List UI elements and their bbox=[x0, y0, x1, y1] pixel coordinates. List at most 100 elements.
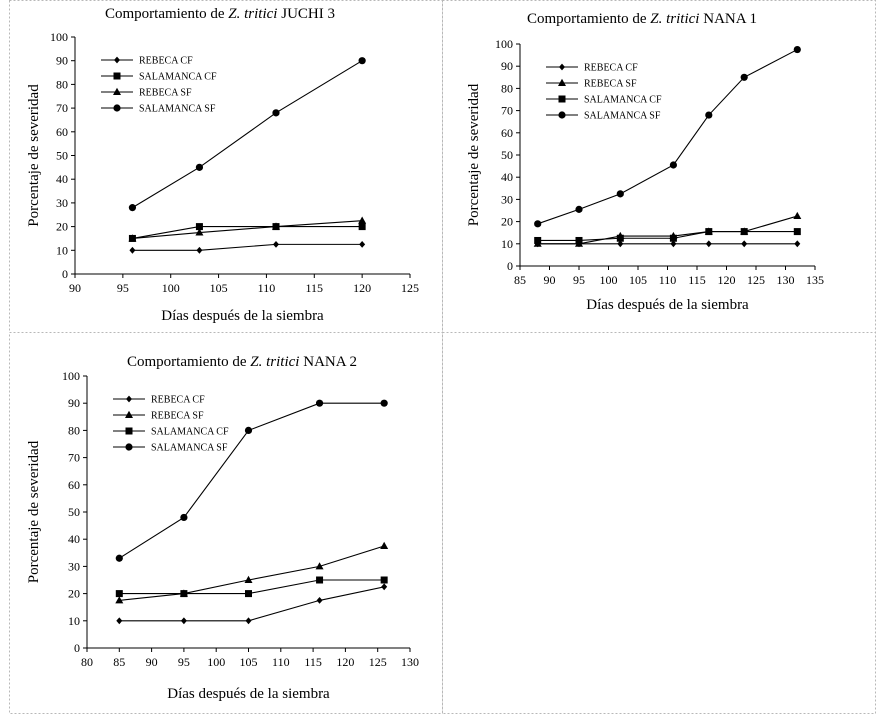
y-tick-label: 0 bbox=[507, 259, 513, 273]
series-rebeca-cf bbox=[129, 240, 366, 254]
y-tick-label: 100 bbox=[62, 369, 80, 383]
x-tick-label: 115 bbox=[688, 273, 706, 287]
legend-label: SALAMANCA CF bbox=[584, 95, 662, 106]
data-point bbox=[180, 617, 187, 625]
data-point bbox=[741, 240, 748, 248]
data-point bbox=[793, 211, 802, 220]
data-point bbox=[705, 111, 713, 119]
y-tick-label: 20 bbox=[56, 220, 68, 234]
data-point bbox=[180, 513, 188, 522]
y-tick-label: 80 bbox=[501, 81, 513, 95]
series-salamanca-cf bbox=[534, 228, 801, 244]
data-point bbox=[358, 216, 367, 224]
x-tick-label: 135 bbox=[806, 273, 824, 287]
legend-label: SALAMANCA SF bbox=[139, 104, 216, 115]
data-point bbox=[272, 222, 280, 230]
y-tick-label: 70 bbox=[68, 451, 80, 465]
legend-marker bbox=[558, 78, 566, 86]
legend-marker bbox=[558, 111, 566, 119]
cell-border-bottom-right bbox=[442, 332, 876, 714]
y-tick-label: 70 bbox=[56, 101, 68, 115]
y-tick-label: 60 bbox=[68, 478, 80, 492]
y-tick-label: 10 bbox=[501, 237, 513, 251]
x-tick-label: 80 bbox=[81, 655, 93, 669]
x-tick-label: 125 bbox=[401, 281, 419, 295]
series-line bbox=[132, 243, 363, 251]
x-tick-label: 105 bbox=[629, 273, 647, 287]
legend: REBECA CF REBECA SF SALAMANCA CF SALAMANCA … bbox=[113, 395, 229, 454]
legend-label: REBECA SF bbox=[139, 88, 192, 99]
legend-marker bbox=[113, 104, 121, 112]
data-point bbox=[180, 590, 188, 598]
x-tick-label: 85 bbox=[113, 655, 125, 669]
x-tick-label: 120 bbox=[353, 281, 371, 295]
data-point bbox=[315, 399, 324, 407]
x-tick-label: 110 bbox=[659, 273, 677, 287]
data-point bbox=[793, 45, 801, 54]
legend-marker bbox=[125, 410, 133, 418]
data-point bbox=[128, 204, 137, 212]
y-tick-label: 30 bbox=[56, 196, 68, 210]
data-point bbox=[115, 590, 123, 598]
data-point bbox=[244, 426, 253, 434]
y-tick-label: 70 bbox=[501, 104, 513, 118]
y-tick-label: 90 bbox=[56, 54, 68, 68]
data-point bbox=[669, 161, 678, 169]
x-tick-label: 90 bbox=[69, 281, 81, 295]
legend-label: REBECA CF bbox=[139, 56, 193, 67]
data-point bbox=[575, 205, 583, 213]
data-point bbox=[359, 240, 366, 248]
chart-2: Comportamiento de Z. tritici NANA 1 0 10 20… bbox=[466, 11, 824, 313]
x-tick-label: 95 bbox=[117, 281, 129, 295]
y-axis-label: Porcentaje de severidad bbox=[26, 440, 42, 583]
data-point bbox=[115, 554, 123, 562]
x-tick-label: 95 bbox=[573, 273, 585, 287]
series-salamanca-cf bbox=[115, 576, 388, 598]
data-point bbox=[115, 596, 124, 604]
legend-marker bbox=[125, 427, 133, 435]
data-point bbox=[116, 617, 123, 625]
y-tick-label: 10 bbox=[68, 614, 80, 628]
chart-title: Comportamiento de Z. tritici NANA 1 bbox=[527, 11, 757, 27]
legend-label: REBECA SF bbox=[151, 411, 204, 422]
data-point bbox=[273, 240, 279, 248]
x-tick-label: 125 bbox=[369, 655, 387, 669]
series-rebeca-cf bbox=[116, 583, 388, 625]
data-point bbox=[705, 240, 712, 248]
x-tick-label: 115 bbox=[306, 281, 324, 295]
chart-title-prefix: Comportamiento de bbox=[105, 6, 228, 22]
y-tick-label: 30 bbox=[501, 192, 513, 206]
chart-title-italic: Z. tritici bbox=[250, 354, 299, 370]
data-point bbox=[316, 597, 323, 604]
x-tick-label: 130 bbox=[401, 655, 419, 669]
series-rebeca-sf bbox=[533, 211, 802, 247]
x-tick-label: 110 bbox=[258, 281, 276, 295]
legend: REBECA CF SALAMANCA CF REBECA SF SALAMANCA … bbox=[101, 56, 217, 115]
x-tick-label: 100 bbox=[600, 273, 618, 287]
x-tick-label: 115 bbox=[304, 655, 322, 669]
data-point bbox=[740, 73, 748, 81]
x-tick-label: 100 bbox=[207, 655, 225, 669]
legend-label: SALAMANCA CF bbox=[151, 427, 229, 438]
legend-label: SALAMANCA CF bbox=[139, 72, 217, 83]
y-tick-label: 30 bbox=[68, 559, 80, 573]
cell-borders bbox=[9, 0, 876, 714]
x-axis-label: Días después de la siembra bbox=[167, 686, 330, 702]
data-point bbox=[195, 228, 204, 236]
y-tick-label: 80 bbox=[56, 77, 68, 91]
series-line bbox=[132, 60, 363, 209]
data-point bbox=[669, 234, 677, 242]
legend-label: SALAMANCA SF bbox=[584, 111, 661, 122]
x-tick-label: 130 bbox=[777, 273, 795, 287]
legend-label: REBECA CF bbox=[151, 395, 205, 406]
data-point bbox=[195, 163, 204, 171]
chart-title: Comportamiento de Z. tritici JUCHI 3 bbox=[105, 6, 335, 22]
data-point bbox=[705, 228, 713, 236]
series-salamanca-sf bbox=[115, 399, 388, 562]
legend-marker bbox=[559, 63, 565, 71]
data-point bbox=[794, 240, 801, 248]
x-axis-label: Días después de la siembra bbox=[161, 308, 324, 324]
data-point bbox=[534, 236, 542, 244]
data-point bbox=[617, 240, 624, 248]
data-point bbox=[670, 240, 677, 248]
